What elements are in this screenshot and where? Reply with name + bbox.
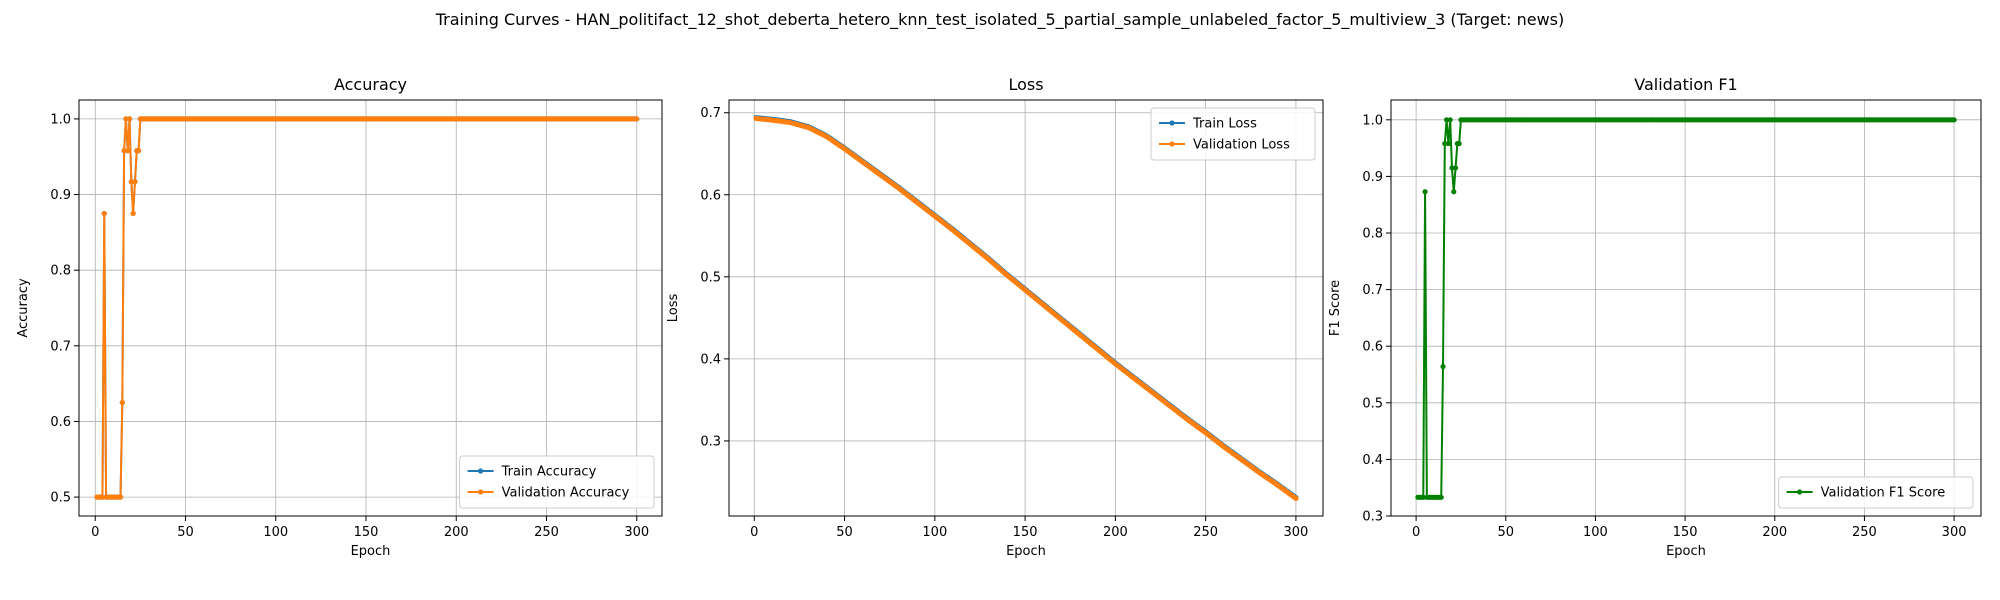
y-tick-label: 0.7 (700, 106, 721, 121)
legend: Train Loss Validation Loss (1151, 108, 1315, 160)
data-point (1293, 496, 1298, 501)
legend-label: Validation Loss (1193, 138, 1290, 153)
y-tick-label: 0.4 (700, 352, 721, 367)
data-point (1439, 495, 1444, 500)
x-tick-label: 100 (1583, 525, 1608, 540)
data-point (1451, 189, 1456, 194)
y-tick-label: 0.3 (700, 434, 721, 449)
y-tick-label: 0.5 (50, 491, 71, 506)
y-tick-label: 0.5 (1362, 396, 1383, 411)
x-tick-label: 0 (91, 525, 99, 540)
x-tick-label: 50 (177, 525, 194, 540)
chart-title: Accuracy (334, 75, 407, 94)
x-tick-label: 200 (444, 525, 469, 540)
data-point (127, 116, 132, 121)
y-axis-label: F1 Score (1328, 280, 1343, 336)
y-tick-label: 0.8 (50, 264, 71, 279)
data-point (1422, 189, 1427, 194)
data-point (1453, 165, 1458, 170)
data-point (1952, 117, 1957, 122)
data-point (634, 116, 639, 121)
y-tick-label: 1.0 (50, 112, 71, 127)
x-tick-label: 200 (1103, 525, 1128, 540)
chart-title: Validation F1 (1634, 75, 1737, 94)
y-tick-label: 1.0 (1362, 113, 1383, 128)
data-point (132, 179, 137, 184)
x-tick-label: 300 (1284, 525, 1309, 540)
legend: Validation F1 Score (1779, 477, 1973, 508)
data-point (131, 211, 136, 216)
x-axis-label: Epoch (1666, 544, 1706, 559)
y-tick-label: 0.5 (700, 270, 721, 285)
y-axis-label: Accuracy (16, 278, 31, 338)
x-tick-label: 300 (624, 525, 649, 540)
data-point (125, 148, 130, 153)
y-tick-label: 0.7 (50, 339, 71, 354)
legend-label: Validation Accuracy (502, 486, 630, 501)
x-tick-label: 250 (1193, 525, 1218, 540)
data-point (136, 148, 141, 153)
x-axis-label: Epoch (1006, 544, 1046, 559)
y-tick-label: 0.4 (1362, 453, 1383, 468)
x-tick-label: 300 (1942, 525, 1967, 540)
chart-panel-3: 0 50 100 150 200 250 300 0.3 0.4 0.5 0.6 0.7 0.8 0.9 1… (1328, 75, 1981, 559)
series-validation-f1-score (1415, 117, 1956, 500)
x-tick-label: 250 (1852, 525, 1877, 540)
legend-label: Train Accuracy (501, 465, 597, 480)
series-line (97, 119, 637, 497)
y-tick-label: 0.9 (50, 188, 71, 203)
legend-marker (1797, 489, 1802, 494)
axes-frame (1391, 100, 1981, 516)
axes-frame (79, 100, 662, 516)
x-axis-label: Epoch (351, 544, 391, 559)
series-line (97, 119, 637, 497)
x-tick-label: 150 (354, 525, 379, 540)
y-tick-label: 0.8 (1362, 227, 1383, 242)
legend-label: Train Loss (1192, 117, 1257, 132)
x-tick-label: 150 (1013, 525, 1038, 540)
data-point (102, 211, 107, 216)
data-point (120, 400, 125, 405)
chart-title: Loss (1008, 75, 1043, 94)
x-tick-label: 50 (1497, 525, 1514, 540)
x-tick-label: 100 (263, 525, 288, 540)
legend-marker (478, 489, 483, 494)
chart-panel-2: 0 50 100 150 200 250 300 0.3 0.4 0.5 0.6 0.7 Loss Epo… (666, 75, 1323, 559)
legend-marker (478, 468, 483, 473)
legend: Train Accuracy Validation Accuracy (460, 456, 654, 508)
y-tick-label: 0.6 (50, 415, 71, 430)
chart-panel-1: 0 50 100 150 200 250 300 0.5 0.6 0.7 0.8 0.9 1.0 Accu… (16, 75, 662, 559)
data-point (1440, 364, 1445, 369)
y-tick-label: 0.6 (1362, 340, 1383, 355)
series-train-accuracy (94, 116, 639, 499)
y-tick-label: 0.7 (1362, 283, 1383, 298)
x-tick-label: 150 (1673, 525, 1698, 540)
y-tick-label: 0.3 (1362, 510, 1383, 525)
legend-label: Validation F1 Score (1821, 486, 1946, 501)
series-validation-loss (753, 116, 1298, 501)
y-tick-label: 0.9 (1362, 170, 1383, 185)
x-tick-label: 50 (836, 525, 853, 540)
legend-marker (1169, 141, 1174, 146)
data-point (118, 494, 123, 499)
x-tick-label: 200 (1762, 525, 1787, 540)
data-point (1457, 141, 1462, 146)
x-tick-label: 100 (922, 525, 947, 540)
y-axis-label: Loss (666, 294, 681, 323)
data-point (1446, 141, 1451, 146)
data-point (1448, 117, 1453, 122)
x-tick-label: 0 (1412, 525, 1420, 540)
legend-marker (1169, 120, 1174, 125)
x-tick-label: 0 (750, 525, 758, 540)
y-tick-label: 0.6 (700, 188, 721, 203)
series-validation-accuracy (94, 116, 639, 499)
x-tick-label: 250 (534, 525, 559, 540)
